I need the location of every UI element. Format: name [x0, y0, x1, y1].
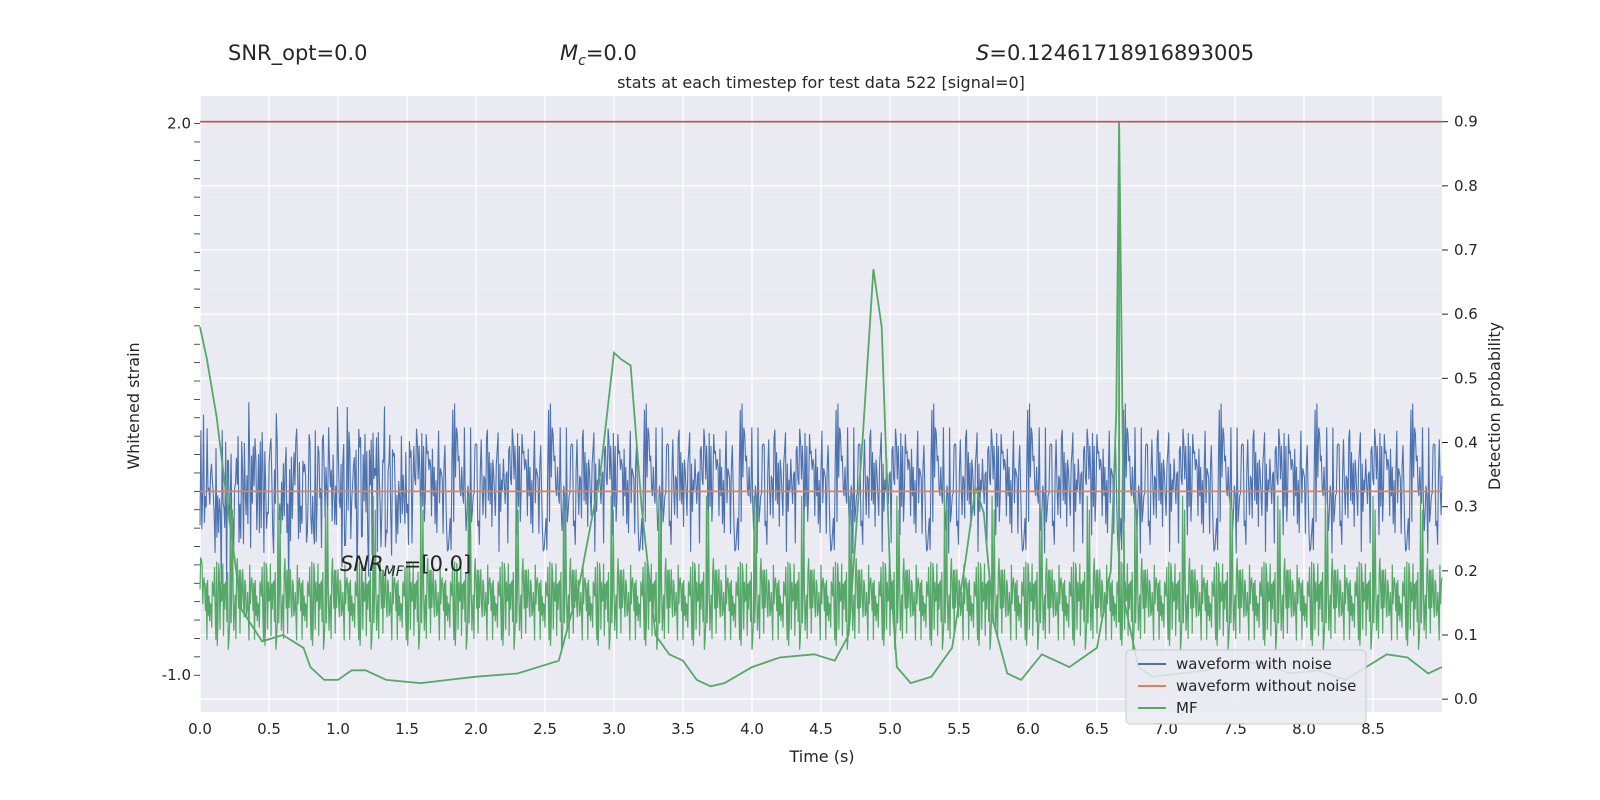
x-tick-label: 8.5 [1361, 720, 1385, 738]
x-axis-ticks: 0.0 0.5 1.0 1.5 2.0 2.5 3.0 3.5 4.0 4.5 5.0 5.5 6.0 6… [188, 720, 1385, 738]
snr-opt-label: SNR_opt=0.0 [228, 41, 368, 66]
chart-title: stats at each timestep for test data 522… [617, 73, 1025, 92]
right-tick-label: 0.0 [1454, 690, 1478, 708]
y-axis-label-right: Detection probability [1485, 322, 1504, 490]
x-tick-label: 4.5 [809, 720, 833, 738]
left-tick-label-top: 2.0 [167, 115, 191, 133]
x-tick-label: 6.5 [1085, 720, 1109, 738]
x-tick-label: 5.0 [878, 720, 902, 738]
left-axis-ticks: 2.0 -1.0 [162, 115, 200, 684]
x-tick-label: 1.0 [326, 720, 350, 738]
s-label: S=0.12461718916893005 [976, 41, 1254, 65]
right-tick-label: 0.9 [1454, 113, 1478, 131]
right-tick-label: 0.3 [1454, 498, 1478, 516]
right-tick-label: 0.5 [1454, 369, 1478, 387]
legend-label-waveform-without-noise: waveform without noise [1176, 677, 1356, 695]
x-tick-label: 2.0 [464, 720, 488, 738]
right-tick-label: 0.4 [1454, 434, 1478, 452]
waveform-with-noise-line [199, 402, 1443, 589]
mc-label: Mc=0.0 [560, 41, 637, 69]
right-tick-label: 0.8 [1454, 177, 1478, 195]
right-tick-label: 0.7 [1454, 241, 1478, 259]
x-tick-label: 4.0 [740, 720, 764, 738]
x-tick-label: 0.5 [257, 720, 281, 738]
x-tick-label: 5.5 [947, 720, 971, 738]
legend-label-mf: MF [1176, 699, 1198, 717]
y-axis-label-left: Whitened strain [124, 342, 143, 469]
x-tick-label: 0.0 [188, 720, 212, 738]
right-tick-label: 0.6 [1454, 305, 1478, 323]
snr-mf-annotation: SNRMF=[0.0] [340, 552, 471, 580]
right-tick-label: 0.2 [1454, 562, 1478, 580]
x-axis-label: Time (s) [788, 747, 854, 766]
x-tick-label: 1.5 [395, 720, 419, 738]
left-tick-label-bottom: -1.0 [162, 666, 191, 684]
x-tick-label: 2.5 [533, 720, 557, 738]
x-tick-label: 6.0 [1016, 720, 1040, 738]
right-tick-label: 0.1 [1454, 626, 1478, 644]
legend-box [1125, 649, 1367, 725]
legend: waveform with noise waveform without noi… [1125, 649, 1367, 725]
x-tick-label: 3.5 [671, 720, 695, 738]
x-tick-label: 3.0 [602, 720, 626, 738]
legend-label-waveform-with-noise: waveform with noise [1176, 655, 1332, 673]
right-axis-ticks: 0.0 0.1 0.2 0.3 0.4 0.5 0.6 0.7 0.8 0.9 [1442, 113, 1478, 708]
